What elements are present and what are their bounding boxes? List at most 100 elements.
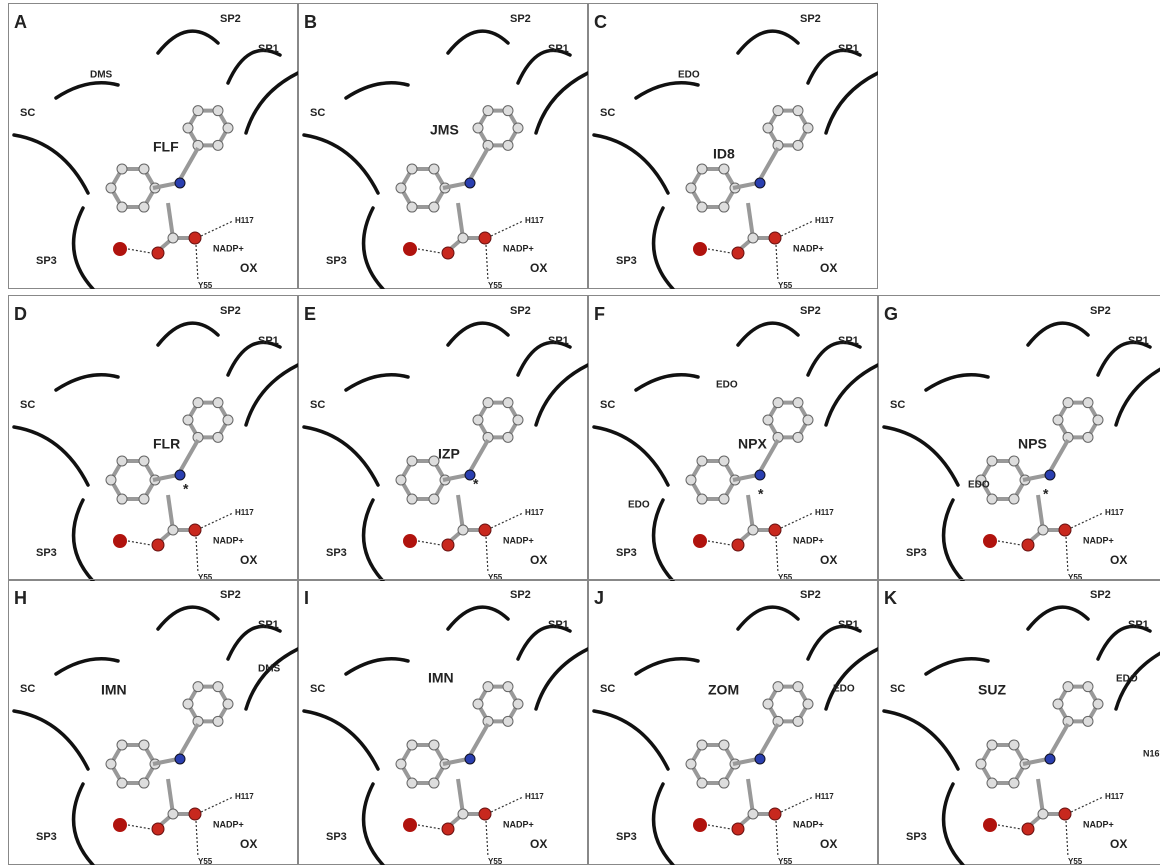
ligand-label: * — [183, 481, 189, 497]
atom — [183, 123, 193, 133]
site-label: SC — [600, 399, 615, 411]
site-label: SC — [310, 399, 325, 411]
site-label: Y55 — [488, 573, 503, 582]
atom — [719, 494, 729, 504]
atom — [139, 494, 149, 504]
oxygen — [1059, 808, 1071, 820]
site-label: SP2 — [1090, 589, 1111, 601]
site-label: SC — [600, 683, 615, 695]
site-label: SC — [600, 107, 615, 119]
atom — [1083, 398, 1093, 408]
water — [113, 534, 127, 548]
nitrogen — [1045, 754, 1055, 764]
site-label: SP1 — [548, 619, 569, 631]
atom — [773, 682, 783, 692]
ligand-label: * — [473, 476, 479, 492]
oxygen — [1022, 823, 1034, 835]
site-label: H117 — [1105, 508, 1124, 517]
atom — [483, 398, 493, 408]
site-label: SP3 — [616, 547, 637, 559]
site-label: SC — [20, 683, 35, 695]
atom — [473, 415, 483, 425]
oxygen — [442, 539, 454, 551]
atom — [407, 778, 417, 788]
atom — [1063, 398, 1073, 408]
water — [983, 818, 997, 832]
atom — [223, 123, 233, 133]
ligand-label: NPX — [738, 436, 767, 452]
oxygen — [442, 247, 454, 259]
atom — [407, 202, 417, 212]
water — [113, 818, 127, 832]
site-label: SP1 — [258, 619, 279, 631]
site-label: Y55 — [488, 857, 503, 865]
atom — [748, 809, 758, 819]
atom — [987, 494, 997, 504]
site-label: SP3 — [36, 831, 57, 843]
site-label: SP1 — [258, 335, 279, 347]
oxygen — [152, 539, 164, 551]
site-label: SP2 — [510, 13, 531, 25]
water — [403, 818, 417, 832]
atom — [763, 123, 773, 133]
site-label: OX — [820, 837, 837, 851]
atom — [396, 759, 406, 769]
atom — [803, 699, 813, 709]
oxygen — [732, 539, 744, 551]
atom — [213, 432, 223, 442]
site-label: H117 — [525, 216, 544, 225]
site-label: Y55 — [1068, 573, 1083, 582]
site-label: SC — [20, 107, 35, 119]
atom — [987, 778, 997, 788]
atom — [719, 202, 729, 212]
site-label: NADP+ — [503, 819, 534, 829]
site-label: SP3 — [36, 547, 57, 559]
nitrogen — [755, 178, 765, 188]
oxygen — [189, 808, 201, 820]
atom — [1083, 716, 1093, 726]
atom — [1083, 682, 1093, 692]
ligand-label: IZP — [438, 446, 460, 462]
site-label: SP3 — [616, 831, 637, 843]
site-label: SP2 — [800, 305, 821, 317]
nitrogen — [755, 754, 765, 764]
atom — [458, 233, 468, 243]
atom — [1093, 699, 1103, 709]
atom — [1009, 494, 1019, 504]
oxygen — [769, 808, 781, 820]
site-label: SP3 — [326, 255, 347, 267]
atom — [429, 202, 439, 212]
atom — [193, 398, 203, 408]
nitrogen — [175, 470, 185, 480]
panel-letter: E — [304, 304, 316, 324]
site-label: H117 — [525, 508, 544, 517]
atom — [1053, 415, 1063, 425]
site-label: SP2 — [220, 305, 241, 317]
site-label: Y55 — [488, 281, 503, 290]
atom — [117, 778, 127, 788]
atom — [458, 809, 468, 819]
atom — [719, 778, 729, 788]
atom — [686, 183, 696, 193]
panel-letter: H — [14, 588, 27, 608]
atom — [213, 682, 223, 692]
nitrogen — [465, 178, 475, 188]
site-label: Y55 — [198, 281, 213, 290]
atom — [793, 398, 803, 408]
atom — [513, 415, 523, 425]
ligand-label: N167 — [1143, 748, 1160, 758]
oxygen — [769, 232, 781, 244]
water — [403, 534, 417, 548]
atom — [117, 494, 127, 504]
site-label: H117 — [235, 792, 254, 801]
atom — [1083, 432, 1093, 442]
atom — [429, 494, 439, 504]
atom — [407, 494, 417, 504]
panel-letter: B — [304, 12, 317, 32]
site-label: Y55 — [198, 857, 213, 865]
atom — [117, 740, 127, 750]
nitrogen — [175, 178, 185, 188]
site-label: OX — [530, 261, 547, 275]
site-label: SP1 — [548, 335, 569, 347]
water — [693, 818, 707, 832]
